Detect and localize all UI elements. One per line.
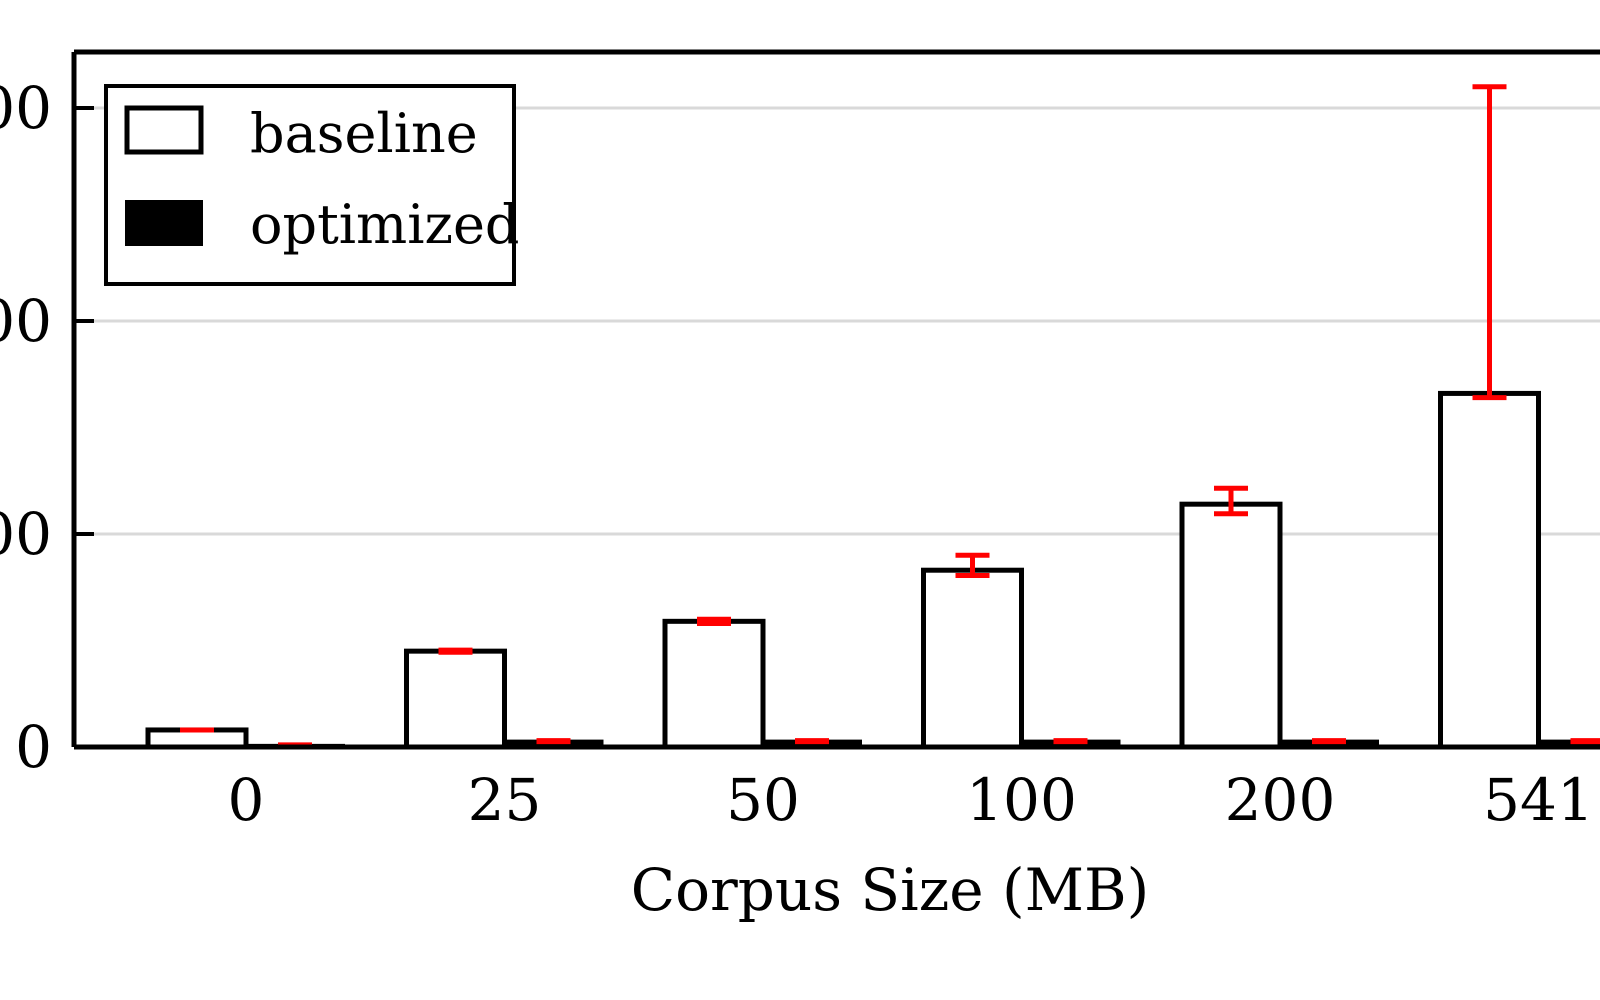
x-axis-title: Corpus Size (MB) <box>631 856 1150 924</box>
x-tick-label: 541 <box>1483 766 1594 834</box>
x-tick-label: 100 <box>966 766 1077 834</box>
bar-baseline <box>921 567 1024 750</box>
bar-baseline <box>662 618 766 750</box>
x-tick-label: 200 <box>1225 766 1336 834</box>
axes <box>71 49 1600 750</box>
legend-label-optimized: optimized <box>250 193 520 256</box>
y-tick-labels: 0000000 <box>0 74 52 781</box>
y-tick-label: 00 <box>0 500 52 568</box>
x-tick-label: 0 <box>228 766 265 834</box>
bar-baseline <box>145 727 249 750</box>
legend-label-baseline: baseline <box>250 102 478 165</box>
legend: baseline optimized <box>104 84 520 286</box>
legend-swatch-baseline <box>124 105 204 155</box>
x-tick-labels: 0 25 50 100 200 541 <box>228 766 1594 834</box>
legend-swatch-optimized <box>125 200 203 246</box>
y-tick-label: 0 <box>15 713 52 781</box>
bars <box>145 390 1600 750</box>
bar-baseline <box>1179 501 1283 750</box>
y-tick-label: 00 <box>0 287 52 355</box>
x-tick-label: 50 <box>726 766 800 834</box>
x-tick-label: 25 <box>468 766 542 834</box>
y-tick-label: 00 <box>0 74 52 142</box>
bar-baseline <box>404 648 507 750</box>
bar-baseline <box>1438 390 1541 750</box>
